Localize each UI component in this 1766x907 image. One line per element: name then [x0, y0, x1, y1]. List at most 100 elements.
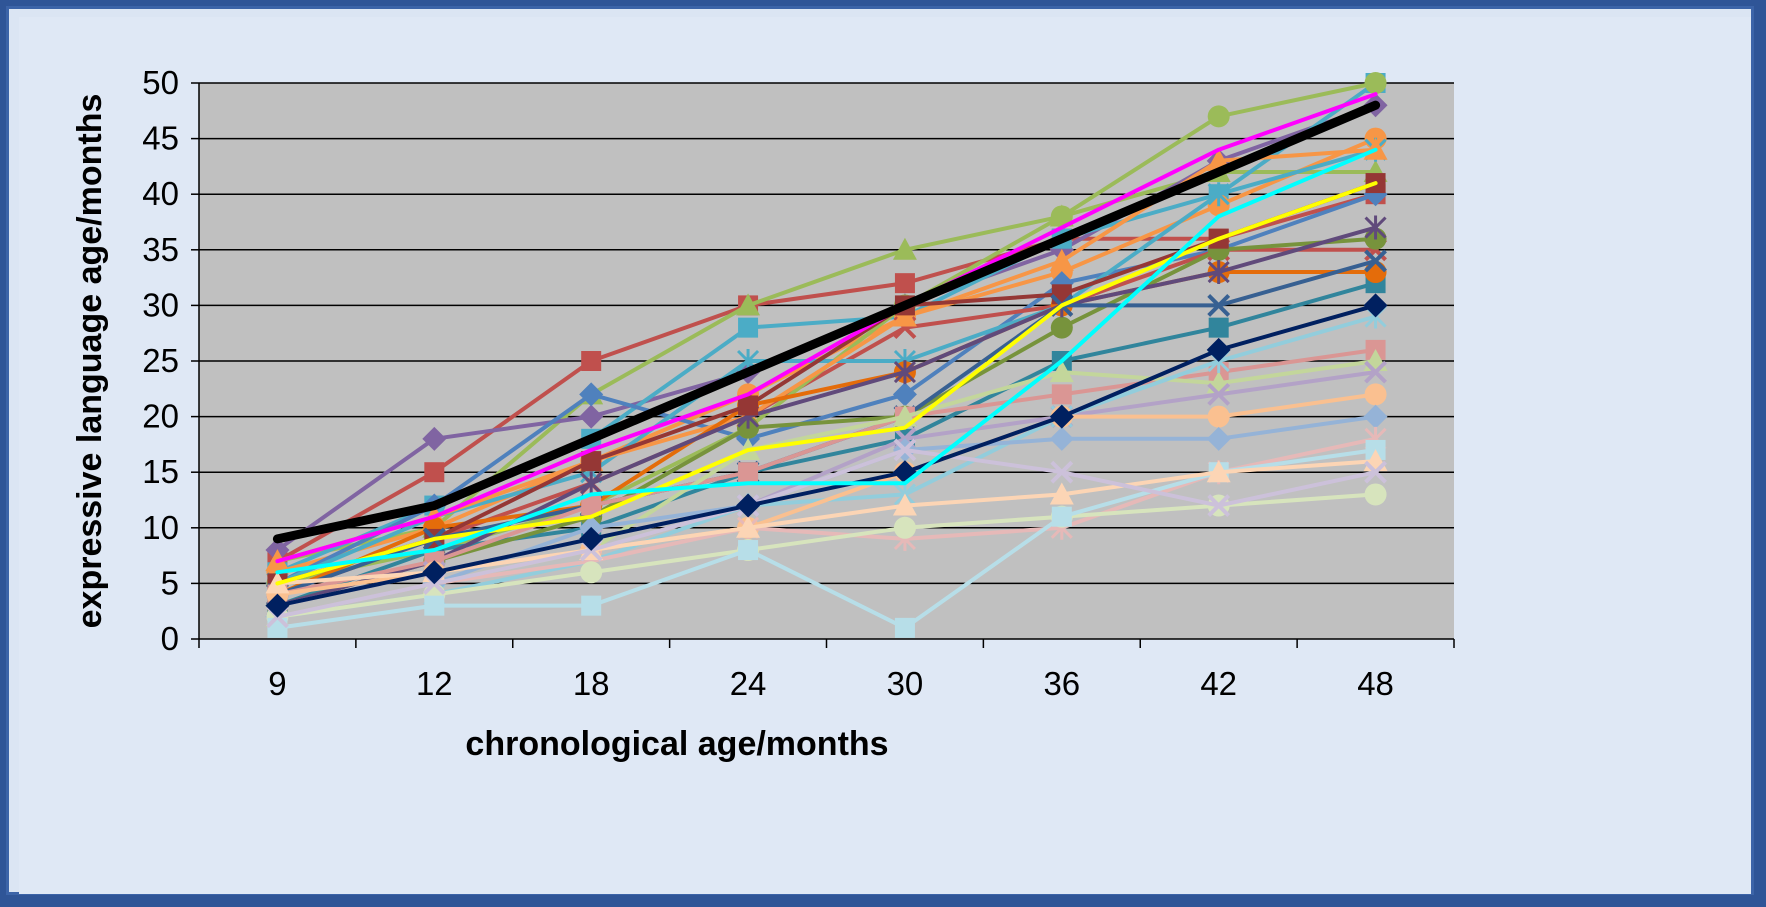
- data-point: [1050, 460, 1074, 484]
- data-point: [1049, 248, 1074, 271]
- series-30: [275, 147, 1378, 575]
- data-point: [894, 617, 915, 638]
- series-28: [265, 293, 1388, 618]
- data-point: [1364, 215, 1387, 240]
- data-point: [1049, 404, 1074, 429]
- y-tick-label: 35: [142, 231, 179, 268]
- data-point: [1206, 426, 1231, 451]
- line-chart: 0 5 10 15 20 25 30 35 40 45 50 9 12 18 24 30 36 42 48 chro…: [71, 64, 1455, 763]
- data-point: [581, 451, 602, 472]
- data-point: [579, 404, 604, 429]
- data-point: [1207, 494, 1231, 517]
- data-point: [1206, 337, 1231, 362]
- x-tick-label: 12: [416, 665, 453, 702]
- series-line: [275, 92, 1378, 564]
- data-point: [1049, 482, 1074, 505]
- y-tick-label: 50: [142, 64, 179, 101]
- chart-frame: 0 5 10 15 20 25 30 35 40 45 50 9 12 18 24 30 36 42 48 chro…: [6, 6, 1754, 895]
- data-point: [1363, 293, 1388, 318]
- y-tick-label: 40: [142, 175, 179, 212]
- series-line: [275, 181, 1378, 586]
- data-point: [738, 395, 759, 416]
- data-point: [1364, 249, 1387, 273]
- data-point: [1208, 317, 1229, 338]
- series-31: [275, 92, 1378, 564]
- data-point: [581, 495, 602, 516]
- series-line: [275, 225, 1378, 608]
- data-point: [1207, 182, 1230, 207]
- data-point: [422, 426, 447, 451]
- data-point: [1207, 260, 1230, 285]
- y-tick-label: 20: [142, 398, 179, 435]
- y-tick-label: 30: [142, 286, 179, 323]
- chart-panel: 0 5 10 15 20 25 30 35 40 45 50 9 12 18 24 30 36 42 48 chro…: [19, 17, 1751, 894]
- x-axis-title: chronological age/months: [465, 725, 888, 763]
- data-point: [1363, 404, 1388, 429]
- series-layer: [265, 72, 1388, 638]
- data-point: [581, 351, 602, 371]
- data-point: [1364, 383, 1387, 406]
- data-point: [1049, 360, 1074, 383]
- data-point: [1207, 105, 1230, 128]
- x-tick-label: 42: [1200, 665, 1237, 702]
- data-point: [736, 515, 761, 538]
- data-point: [736, 293, 761, 316]
- x-tick-label: 24: [730, 665, 767, 702]
- y-tick-label: 25: [142, 342, 179, 379]
- data-point: [738, 462, 759, 483]
- data-point: [1050, 316, 1073, 339]
- data-point: [1207, 405, 1230, 428]
- data-point: [579, 382, 604, 407]
- data-point: [1051, 506, 1072, 527]
- data-point: [893, 360, 916, 385]
- data-point: [579, 526, 604, 551]
- data-point: [893, 438, 917, 462]
- data-point: [738, 540, 759, 561]
- data-point: [892, 382, 917, 407]
- x-tick-label: 48: [1357, 665, 1394, 702]
- x-tick-label: 30: [887, 665, 924, 702]
- data-point: [894, 273, 915, 294]
- data-point: [267, 617, 288, 638]
- data-point: [892, 237, 917, 260]
- y-tick-label: 5: [161, 564, 179, 601]
- y-tick-label: 10: [142, 509, 179, 546]
- data-point: [1364, 72, 1387, 94]
- data-point: [738, 317, 759, 338]
- data-point: [580, 561, 603, 584]
- data-point: [580, 471, 603, 496]
- y-tick-label: 0: [161, 620, 179, 657]
- y-axis-title: expressive language age/months: [71, 94, 109, 629]
- series-0: [272, 100, 1381, 544]
- data-point: [424, 595, 445, 616]
- data-point: [892, 493, 917, 516]
- series-line: [275, 192, 1378, 586]
- x-tick-label: 9: [268, 665, 286, 702]
- series-line: [272, 100, 1381, 544]
- data-point: [1049, 426, 1074, 451]
- data-point: [1364, 360, 1387, 384]
- series-line: [275, 347, 1378, 597]
- data-point: [1207, 382, 1231, 406]
- data-point: [1207, 293, 1231, 317]
- series-line: [275, 303, 1378, 608]
- axes: 0 5 10 15 20 25 30 35 40 45 50 9 12 18 24 30 36 42 48: [142, 64, 1455, 702]
- x-tick-label: 36: [1043, 665, 1080, 702]
- y-tick-label: 15: [142, 453, 179, 490]
- data-point: [1364, 483, 1387, 506]
- data-point: [265, 593, 290, 618]
- data-point: [892, 304, 917, 327]
- data-point: [424, 462, 445, 483]
- data-point: [1050, 205, 1073, 228]
- y-tick-label: 45: [142, 120, 179, 157]
- data-point: [736, 493, 761, 518]
- data-point: [1364, 460, 1387, 484]
- series-line: [275, 147, 1378, 575]
- data-point: [581, 595, 602, 616]
- x-tick-label: 18: [573, 665, 610, 702]
- series-line: [275, 448, 1378, 619]
- series-line: [275, 247, 1378, 597]
- series-line: [275, 492, 1378, 619]
- series-29: [275, 181, 1378, 586]
- data-point: [1206, 460, 1231, 483]
